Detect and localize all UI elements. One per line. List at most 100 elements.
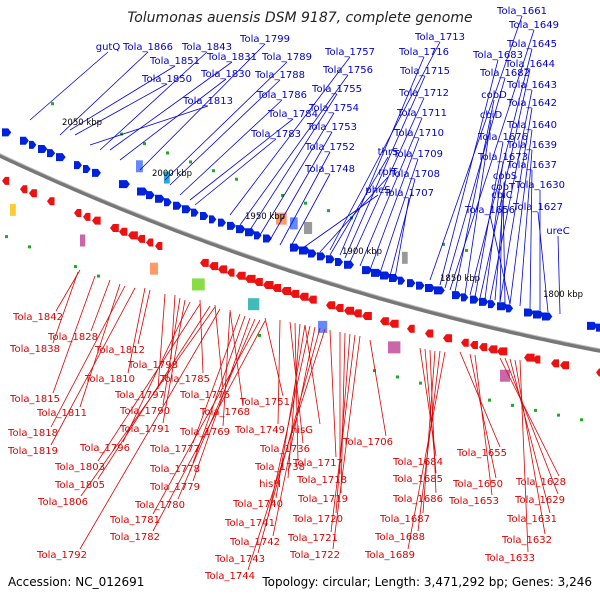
reverse-gene-label: Tola_1688 bbox=[374, 532, 425, 543]
label-leader-line bbox=[179, 99, 283, 196]
forward-gene-arrow bbox=[137, 187, 148, 196]
label-leader-line bbox=[349, 97, 425, 263]
label-leader-line bbox=[344, 75, 426, 259]
label-leader-line bbox=[469, 48, 533, 296]
reverse-gene-label: Tola_1751 bbox=[239, 397, 290, 408]
forward-gene-label: Tola_1756 bbox=[322, 65, 373, 76]
forward-gene-label: Tola_1644 bbox=[504, 59, 555, 70]
marker-tick bbox=[5, 235, 8, 239]
map-title: Tolumonas auensis DSM 9187, complete gen… bbox=[127, 10, 472, 26]
forward-gene-arrow bbox=[47, 149, 56, 158]
forward-gene-arrow bbox=[29, 140, 37, 149]
feature-block bbox=[318, 320, 328, 333]
reverse-gene-label: Tola_1717 bbox=[292, 458, 343, 469]
forward-gene-arrow bbox=[245, 228, 256, 237]
reverse-gene-arrow bbox=[128, 231, 138, 240]
reverse-gene-label: Tola_1805 bbox=[54, 480, 105, 491]
forward-gene-label: Tola_1649 bbox=[508, 20, 559, 31]
reverse-gene-arrow bbox=[488, 345, 498, 354]
label-leader-line bbox=[329, 41, 441, 251]
forward-gene-label: Tola_1656 bbox=[464, 205, 515, 216]
label-leader-line bbox=[122, 301, 191, 443]
forward-gene-arrow bbox=[542, 312, 553, 321]
label-leader-line bbox=[169, 79, 281, 186]
feature-block bbox=[500, 369, 510, 382]
forward-gene-label: Tola_1866 bbox=[122, 42, 173, 53]
forward-gene-label: cbiD bbox=[480, 110, 503, 121]
label-leader-line bbox=[514, 359, 546, 535]
label-leader-line bbox=[192, 313, 241, 444]
label-leader-line bbox=[79, 283, 121, 408]
marker-tick bbox=[281, 193, 284, 197]
reverse-gene-arrow bbox=[110, 224, 119, 233]
reverse-gene-arrow bbox=[92, 216, 101, 225]
reverse-gene-arrow bbox=[326, 301, 336, 310]
forward-gene-label: Tola_1710 bbox=[393, 128, 444, 139]
forward-gene-label: Tola_1711 bbox=[396, 108, 447, 119]
marker-tick bbox=[189, 160, 192, 164]
reverse-gene-arrow bbox=[470, 340, 478, 349]
forward-gene-arrow bbox=[407, 279, 416, 288]
feature-block bbox=[388, 341, 401, 354]
gene-tracks bbox=[0, 102, 600, 422]
label-leader-line bbox=[329, 156, 389, 256]
forward-gene-arrow bbox=[290, 243, 300, 252]
marker-tick bbox=[373, 369, 376, 373]
reverse-gene-label: Tola_1838 bbox=[9, 344, 60, 355]
reverse-gene-arrow bbox=[353, 309, 362, 318]
forward-gene-arrow bbox=[20, 136, 29, 145]
marker-tick bbox=[258, 333, 261, 337]
label-leader-line bbox=[340, 332, 346, 494]
label-leader-line bbox=[59, 51, 149, 136]
forward-gene-label: Tola_1708 bbox=[389, 169, 440, 180]
forward-gene-label: Tola_1676 bbox=[477, 132, 528, 143]
reverse-gene-arrow bbox=[29, 189, 37, 198]
label-leader-line bbox=[469, 353, 497, 479]
reverse-gene-label: Tola_1738 bbox=[254, 462, 305, 473]
reverse-gene-arrow bbox=[362, 312, 372, 321]
kbp-tick-labels: 2050 kbp 2000 kbp 1950 kbp 1900 kbp 1850 kbp… bbox=[62, 118, 583, 300]
forward-gene-arrow bbox=[488, 300, 496, 309]
label-leader-line bbox=[249, 93, 338, 231]
label-leader-line bbox=[50, 287, 136, 446]
label-leader-line bbox=[304, 324, 321, 425]
reverse-gene-arrow bbox=[344, 306, 355, 315]
forward-gene-arrow bbox=[164, 198, 172, 207]
label-leader-line bbox=[139, 43, 266, 171]
marker-tick bbox=[442, 242, 445, 246]
reverse-gene-arrow bbox=[74, 208, 82, 217]
reverse-gene-label: hisG bbox=[291, 425, 313, 436]
reverse-gene-label: Tola_1740 bbox=[232, 499, 283, 510]
label-leader-line bbox=[192, 315, 246, 464]
reverse-gene-label: Tola_1798 bbox=[127, 360, 178, 371]
feature-block bbox=[10, 203, 16, 216]
label-leader-line bbox=[332, 335, 361, 550]
reverse-gene-label: Tola_1778 bbox=[149, 464, 200, 475]
reverse-gene-arrow bbox=[119, 227, 128, 236]
marker-tick bbox=[534, 408, 537, 412]
label-leader-line bbox=[335, 333, 351, 514]
forward-gene-arrow bbox=[254, 231, 262, 240]
label-leader-line bbox=[509, 358, 551, 514]
reverse-gene-label: Tola_1768 bbox=[199, 407, 250, 418]
forward-gene-arrow bbox=[173, 201, 182, 210]
forward-gene-arrow bbox=[326, 255, 335, 264]
label-leader-line bbox=[439, 59, 499, 286]
marker-tick bbox=[304, 201, 307, 205]
reverse-gene-label: Tola_1797 bbox=[114, 390, 165, 401]
reverse-gene-label: Tola_1653 bbox=[448, 496, 499, 507]
label-leader-line bbox=[379, 158, 419, 274]
reverse-label-lines bbox=[50, 269, 560, 571]
marker-tick bbox=[557, 413, 560, 417]
feature-block bbox=[80, 234, 86, 247]
label-leader-line bbox=[119, 78, 227, 161]
reverse-gene-arrow bbox=[209, 262, 219, 271]
forward-gene-arrow bbox=[38, 145, 48, 154]
forward-gene-label: Tola_1783 bbox=[250, 129, 301, 140]
label-leader-line bbox=[229, 309, 244, 407]
forward-gene-arrow bbox=[2, 128, 12, 137]
forward-gene-arrow bbox=[389, 274, 399, 283]
forward-gene-label: Tola_1786 bbox=[256, 90, 307, 101]
forward-gene-arrow bbox=[506, 304, 514, 313]
